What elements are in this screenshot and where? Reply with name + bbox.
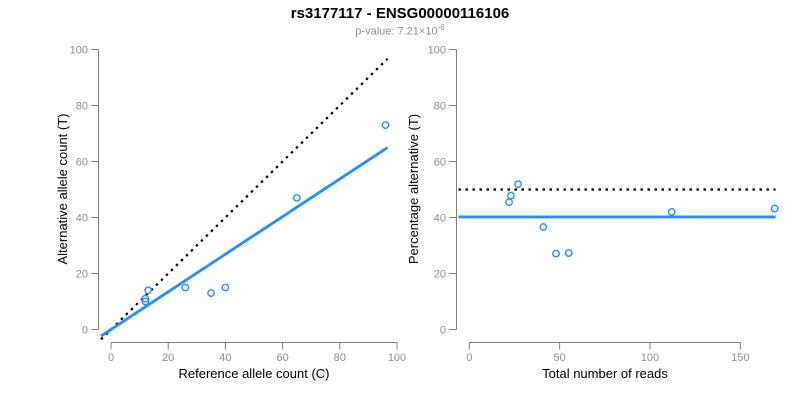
data-point xyxy=(539,223,548,231)
x-tick-label: 0 xyxy=(466,352,472,364)
x-tick-label: 150 xyxy=(731,352,749,364)
data-point xyxy=(141,294,150,303)
data-point xyxy=(144,286,153,295)
y-tick-label: 20 xyxy=(434,269,446,281)
x-tick-label: 80 xyxy=(334,352,346,364)
y-tick-label: 0 xyxy=(82,325,88,337)
x-tick-label: 100 xyxy=(641,352,659,364)
y-tick-label: 40 xyxy=(76,213,88,225)
y-tick-label: 100 xyxy=(70,45,88,57)
left-y-axis-label: Alternative allele count (T) xyxy=(55,113,70,265)
observed-ratio-line xyxy=(100,146,389,338)
left-x-axis-label: Reference allele count (C) xyxy=(178,366,330,381)
percentage-vs-reads-scatter: 0 20 40 60 80 100 0 50 100 150 xyxy=(428,45,779,364)
right-x-axis-label: Total number of reads xyxy=(542,366,668,381)
y-tick-label: 60 xyxy=(76,157,88,169)
x-tick-label: 50 xyxy=(554,352,566,364)
pvalue-subtitle: p-value: 7.21×10-6 xyxy=(0,23,800,38)
x-tick-label: 20 xyxy=(162,352,174,364)
x-tick-label: 100 xyxy=(388,352,406,364)
y-tick-label: 20 xyxy=(76,269,88,281)
y-tick-label: 100 xyxy=(428,45,446,57)
data-point xyxy=(292,193,301,202)
figure-title: rs3177117 - ENSG00000116106 xyxy=(290,5,510,22)
pvalue-exponent: -6 xyxy=(437,23,445,32)
allele-counts-scatter: 0 20 40 60 80 100 0 20 40 60 80 100 xyxy=(70,45,407,365)
data-point xyxy=(141,297,150,306)
y-tick-label: 0 xyxy=(440,325,446,337)
data-point xyxy=(207,289,216,297)
x-tick-label: 0 xyxy=(108,352,114,364)
data-point xyxy=(221,283,230,292)
data-point xyxy=(770,204,779,213)
data-point xyxy=(381,121,390,130)
identity-50pct-line xyxy=(100,57,389,341)
data-point xyxy=(181,283,190,292)
y-tick-label: 40 xyxy=(434,213,446,225)
data-point xyxy=(506,191,515,200)
y-tick-label: 80 xyxy=(434,101,446,113)
right-y-axis-label: Percentage alternative (T) xyxy=(406,113,421,265)
data-point xyxy=(552,249,560,258)
data-point xyxy=(514,180,522,189)
x-tick-label: 60 xyxy=(276,352,288,364)
pvalue-text: p-value: 7.21×10 xyxy=(355,25,438,38)
data-point xyxy=(505,198,513,207)
data-point xyxy=(667,207,676,216)
y-tick-label: 60 xyxy=(434,157,446,169)
x-tick-label: 40 xyxy=(219,352,231,364)
y-tick-label: 80 xyxy=(76,101,88,113)
data-point xyxy=(564,249,573,257)
